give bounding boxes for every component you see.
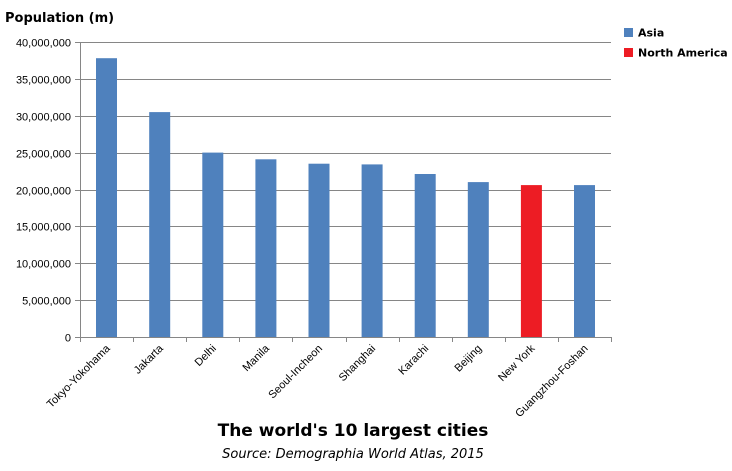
- y-tick-label: 25,000,000: [16, 149, 71, 161]
- bar-jakarta: [149, 112, 171, 337]
- x-tick-label: Tokyo-Yokohama: [45, 342, 113, 410]
- legend-label: Asia: [638, 27, 664, 40]
- x-tick-label: Jakarta: [132, 342, 167, 377]
- bar-tokyo-yokohama: [96, 58, 117, 337]
- bar-seoul-incheon: [308, 163, 330, 337]
- chart-subtitle: Source: Demographia World Atlas, 2015: [222, 447, 484, 462]
- y-tick-label: 10,000,000: [16, 259, 71, 271]
- y-tick-label: 20,000,000: [16, 186, 71, 198]
- x-tick-label: Karachi: [396, 343, 431, 378]
- bar-shanghai: [361, 164, 383, 337]
- bar-manila: [255, 159, 277, 337]
- x-tick-label: Shanghai: [337, 343, 378, 384]
- legend-label: North America: [638, 47, 728, 60]
- legend: Asia North America: [624, 27, 728, 60]
- x-tick-label: Beijing: [453, 343, 485, 375]
- bars: [96, 58, 595, 337]
- x-tick-label: New York: [496, 342, 538, 384]
- y-tick-label: 35,000,000: [16, 75, 71, 87]
- y-axis-ticks: 0 5,000,000 10,000,000 15,000,000 20,000,000…: [16, 38, 80, 345]
- chart-title: The world's 10 largest cities: [218, 421, 489, 441]
- y-axis-label: Population (m): [5, 11, 114, 26]
- bar-new-york: [520, 185, 542, 337]
- bar-karachi: [414, 174, 436, 337]
- y-tick-label: 15,000,000: [16, 222, 71, 234]
- x-tick-label: Delhi: [193, 343, 219, 369]
- bar-guangzhou-foshan: [574, 185, 595, 337]
- bar-delhi: [202, 152, 224, 337]
- axes: [80, 42, 612, 342]
- y-tick-label: 40,000,000: [16, 38, 71, 50]
- y-tick-label: 5,000,000: [22, 296, 71, 308]
- x-tick-label: Seoul-Incheon: [266, 343, 325, 402]
- y-tick-label: 30,000,000: [16, 112, 71, 124]
- x-tick-label: Manila: [241, 342, 273, 374]
- bar-beijing: [467, 182, 489, 337]
- y-tick-label: 0: [65, 333, 71, 345]
- legend-swatch: [624, 48, 633, 57]
- x-axis-ticks: Tokyo-Yokohama Jakarta Delhi ManilaSeoul-In…: [45, 342, 591, 420]
- legend-swatch: [624, 28, 633, 37]
